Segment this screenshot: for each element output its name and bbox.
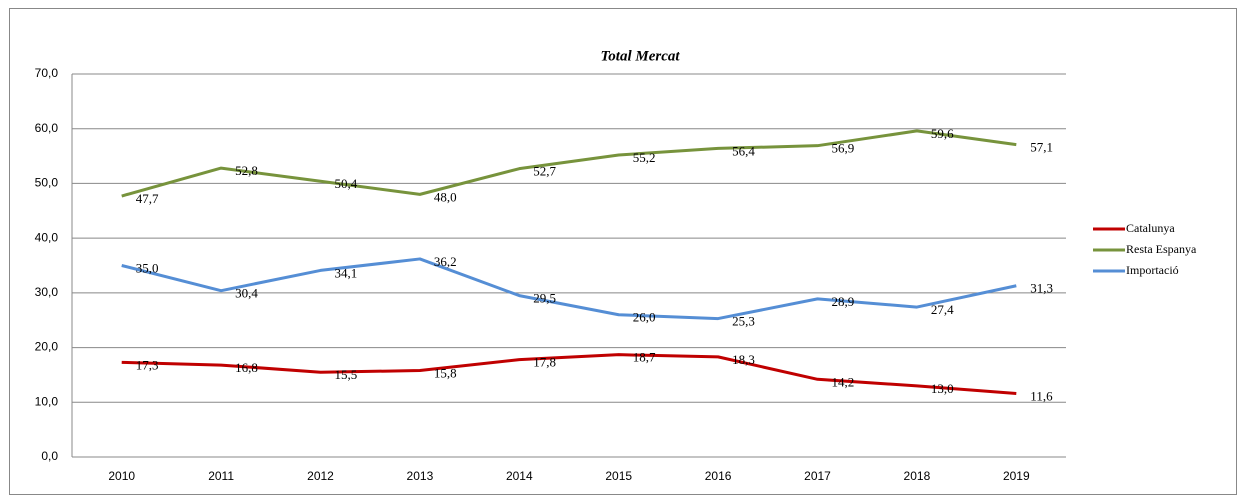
data-label: 15,8	[434, 366, 457, 381]
data-label: 35,0	[136, 260, 159, 275]
data-label: 18,7	[633, 350, 656, 365]
x-tick-label: 2015	[605, 469, 632, 483]
data-label: 26,0	[633, 310, 656, 325]
series-line	[121, 353, 1017, 396]
y-tick-label: 30,0	[35, 285, 59, 299]
data-label: 57,1	[1030, 140, 1053, 155]
x-tick-label: 2013	[407, 469, 434, 483]
data-label: 18,3	[732, 352, 755, 367]
y-tick-label: 40,0	[35, 230, 59, 244]
data-label: 30,4	[235, 286, 258, 301]
data-label: 17,3	[136, 357, 159, 372]
legend-label: Importació	[1126, 263, 1179, 277]
data-label: 56,4	[732, 143, 755, 158]
data-label: 34,1	[335, 265, 358, 280]
y-tick-label: 10,0	[35, 394, 59, 408]
y-tick-label: 50,0	[35, 176, 59, 190]
x-tick-label: 2012	[307, 469, 334, 483]
data-label: 31,3	[1030, 281, 1053, 296]
x-tick-label: 2011	[208, 469, 234, 483]
x-tick-label: 2017	[804, 469, 831, 483]
data-label: 25,3	[732, 314, 755, 329]
y-tick-label: 20,0	[35, 340, 59, 354]
x-tick-label: 2014	[506, 469, 533, 483]
data-label: 11,6	[1030, 389, 1053, 404]
data-label: 59,6	[931, 126, 954, 141]
data-label: 28,9	[832, 294, 855, 309]
data-label: 52,8	[235, 163, 258, 178]
data-label: 15,5	[335, 367, 358, 382]
chart-title: Total Mercat	[600, 48, 680, 64]
series-line	[121, 129, 1017, 198]
data-label: 36,2	[434, 254, 457, 269]
data-label: 55,2	[633, 150, 656, 165]
data-label: 48,0	[434, 189, 457, 204]
data-label: 13,0	[931, 381, 954, 396]
data-label: 56,9	[832, 141, 855, 156]
data-label: 29,5	[533, 291, 556, 306]
data-label: 47,7	[136, 191, 159, 206]
x-tick-label: 2010	[108, 469, 135, 483]
data-label: 14,2	[832, 374, 855, 389]
y-tick-label: 0,0	[41, 449, 58, 463]
y-tick-label: 60,0	[35, 121, 59, 135]
series-line	[121, 257, 1017, 321]
x-tick-label: 2018	[904, 469, 931, 483]
legend-label: Resta Espanya	[1126, 242, 1197, 256]
chart-border	[9, 8, 1237, 495]
data-label: 27,4	[931, 302, 954, 317]
data-label: 17,8	[533, 355, 556, 370]
data-label: 16,8	[235, 360, 258, 375]
y-tick-label: 70,0	[35, 66, 59, 80]
data-label: 52,7	[533, 164, 556, 179]
legend-label: Catalunya	[1126, 221, 1175, 235]
data-label: 50,4	[335, 176, 358, 191]
x-tick-label: 2019	[1003, 469, 1030, 483]
x-tick-label: 2016	[705, 469, 732, 483]
